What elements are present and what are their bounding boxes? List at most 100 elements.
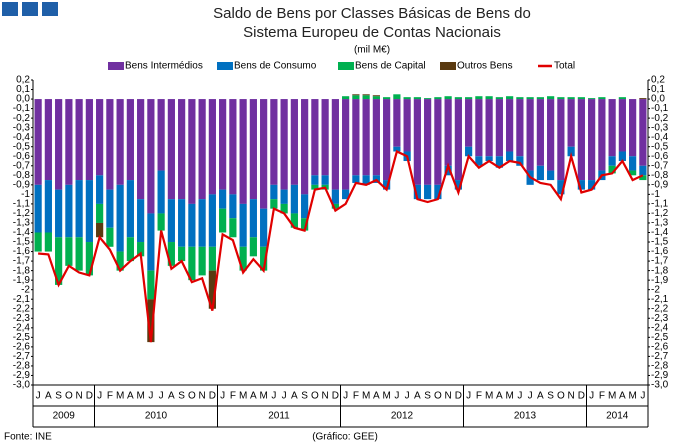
x-tick-label: J [36, 391, 41, 402]
bar-segment [383, 97, 391, 100]
x-tick-label: J [640, 391, 645, 402]
x-tick-label: J [528, 391, 533, 402]
year-label: 2010 [145, 411, 168, 422]
x-tick-label: A [250, 391, 257, 402]
x-tick-label: O [311, 391, 319, 402]
y-tick-label: -1,8 [13, 265, 31, 276]
bar-segment [588, 99, 596, 181]
x-tick-label: M [628, 391, 636, 402]
x-tick-label: F [353, 391, 359, 402]
bar-segment [444, 96, 452, 100]
bar-segment [475, 96, 483, 100]
bar-segment [229, 99, 237, 195]
bar-segment [629, 99, 637, 157]
bar-segment [106, 99, 114, 190]
bar-segment [157, 213, 165, 231]
bar-segment [393, 146, 401, 152]
bar-segment [147, 213, 155, 271]
bar-segment [147, 299, 155, 343]
bar-segment [577, 99, 585, 181]
bar-segment [34, 99, 42, 185]
bar-segment [588, 98, 596, 100]
x-tick-label: A [291, 391, 298, 402]
bar-segment [547, 170, 555, 181]
bar-segment [249, 99, 257, 200]
x-tick-label: A [373, 391, 380, 402]
y-tick-label: -1,5 [651, 237, 669, 248]
y-tick-label: -1,4 [13, 227, 31, 238]
logo-square [2, 2, 18, 16]
bar-segment [485, 96, 493, 100]
y-tick-label: -2,3 [13, 313, 31, 324]
bar-segment [270, 184, 278, 200]
x-tick-label: J [159, 391, 164, 402]
bar-segment [116, 251, 124, 271]
bar-segment [239, 246, 247, 271]
bar-segment [403, 99, 411, 152]
bar-segment [44, 99, 52, 181]
bar-segment [362, 175, 370, 185]
x-tick-label: J [282, 391, 287, 402]
y-tick-label: -0,1 [13, 103, 31, 114]
y-tick-label: -2,7 [13, 351, 31, 362]
bar-segment [96, 203, 104, 223]
y-tick-label: -2,6 [651, 342, 669, 353]
bar-segment [198, 199, 206, 247]
bar-segment [454, 99, 462, 181]
bar-segment [454, 97, 462, 100]
x-tick-label: J [220, 391, 225, 402]
x-tick-label: J [343, 391, 348, 402]
bar-segment [34, 184, 42, 233]
bar-segment [85, 180, 93, 243]
y-tick-label: -0,8 [13, 170, 31, 181]
legend-swatch [217, 62, 233, 70]
bar-segment [208, 99, 216, 195]
legend-swatch [108, 62, 124, 70]
y-tick-label: -0,4 [13, 132, 31, 143]
x-tick-label: M [505, 391, 513, 402]
y-tick-label: -2,2 [651, 303, 669, 314]
x-tick-label: M [485, 391, 493, 402]
bar-segment [506, 151, 514, 162]
bar-segment [157, 170, 165, 214]
bar-segment [352, 99, 360, 176]
bar-segment [639, 99, 647, 166]
bar-segment [239, 99, 247, 204]
x-tick-label: O [188, 391, 196, 402]
y-tick-label: 0,0 [651, 94, 665, 105]
bar-segment [96, 99, 104, 176]
bar-segment [55, 189, 63, 238]
bar-segment [280, 203, 288, 214]
bar-segment [239, 203, 247, 247]
bar-segment [434, 99, 442, 185]
bar-segment [424, 98, 432, 100]
x-tick-label: S [547, 391, 554, 402]
bar-segment [116, 184, 124, 252]
bar-segment [475, 156, 483, 166]
bar-segment [403, 97, 411, 100]
bar-segment [475, 99, 483, 157]
x-tick-label: M [116, 391, 124, 402]
x-tick-label: A [45, 391, 52, 402]
y-tick-label: -0,2 [13, 113, 31, 124]
bar-segment [260, 99, 268, 209]
bar-segment [608, 99, 616, 157]
bar-segment [96, 175, 104, 204]
x-tick-label: A [619, 391, 626, 402]
bar-segment [44, 180, 52, 233]
bar-segment [557, 99, 565, 181]
y-tick-label: -2,8 [13, 361, 31, 372]
bar-segment [342, 189, 350, 200]
chart-title: Saldo de Bens por Classes Básicas de Ben… [213, 5, 531, 22]
bar-segment [352, 94, 360, 96]
y-tick-label: -3,0 [13, 380, 31, 391]
y-tick-label: -1,2 [13, 208, 31, 219]
bar-segment [567, 97, 575, 100]
x-tick-label: F [476, 391, 482, 402]
y-tick-label: -2 [21, 284, 30, 295]
bar-segment [598, 97, 606, 100]
bar-segment [413, 99, 421, 185]
bar-segment [85, 242, 93, 276]
y-tick-label: -2,4 [13, 322, 31, 333]
logo-square [42, 2, 58, 16]
